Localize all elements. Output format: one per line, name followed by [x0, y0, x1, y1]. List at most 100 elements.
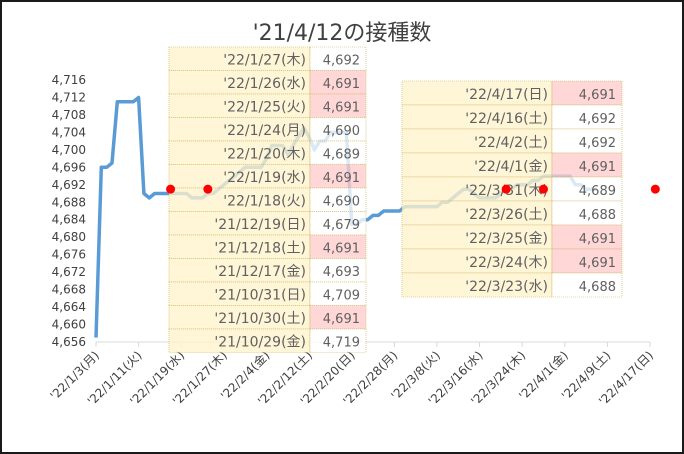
value-cell: [309, 164, 367, 189]
date-label: '22/3/23(水): [465, 279, 548, 295]
marker-point: [538, 184, 548, 194]
date-label: '22/4/17(日): [465, 87, 548, 103]
date-label: '22/1/26(水): [223, 76, 306, 92]
date-label: '22/3/26(土): [465, 207, 548, 223]
date-cell: [401, 224, 553, 250]
y-tick-label: 4,684: [52, 213, 86, 227]
y-tick-label: 4,700: [52, 143, 86, 157]
table-row: '21/10/30(土) 4,691: [168, 305, 367, 330]
value-cell: [551, 272, 623, 298]
value-label: 4,691: [323, 312, 360, 327]
y-tick-label: 4,716: [52, 73, 86, 87]
table-row: '22/3/23(水) 4,688: [401, 272, 623, 298]
date-label: '22/3/25(金): [465, 231, 548, 247]
table-row: '21/10/31(日) 4,709: [168, 281, 367, 306]
table-row: '22/3/24(木) 4,691: [401, 248, 623, 274]
marker-point: [650, 184, 660, 194]
table-row: '22/1/26(水) 4,691: [168, 70, 367, 95]
table-row: '22/1/25(火) 4,691: [168, 93, 367, 118]
value-label: 4,690: [323, 124, 360, 139]
value-label: 4,719: [323, 336, 360, 351]
value-label: 4,691: [579, 160, 616, 175]
date-label: '22/1/18(火): [223, 194, 306, 210]
value-label: 4,688: [579, 208, 616, 223]
value-label: 4,691: [579, 88, 616, 103]
table-row: '22/4/2(土) 4,692: [401, 128, 623, 154]
y-tick-label: 4,704: [52, 125, 86, 139]
table-row: '22/4/17(日) 4,691: [401, 80, 623, 106]
date-label: '22/1/27(木): [223, 53, 306, 69]
date-cell: [401, 152, 553, 178]
y-tick-label: 4,676: [52, 248, 86, 262]
value-cell: [309, 117, 367, 142]
value-cell: [551, 224, 623, 250]
y-tick-label: 4,672: [52, 265, 86, 279]
value-label: 4,692: [323, 54, 360, 69]
date-label: '21/12/17(金): [214, 264, 306, 280]
table-row: '22/1/24(月) 4,690: [168, 117, 367, 142]
value-label: 4,691: [323, 101, 360, 116]
value-label: 4,679: [323, 218, 360, 233]
y-tick-label: 4,668: [52, 283, 86, 297]
table-row: '22/4/1(金) 4,691: [401, 152, 623, 178]
marker-point: [501, 184, 511, 194]
value-label: 4,688: [579, 280, 616, 295]
date-label: '22/4/2(土): [474, 135, 548, 151]
value-cell: [309, 234, 367, 259]
value-cell: [551, 248, 623, 274]
table-right: '22/4/17(日) 4,691'22/4/16(土) 4,692'22/4/2(…: [401, 80, 623, 298]
date-cell: [401, 200, 553, 226]
date-label: '22/1/24(月): [223, 123, 306, 139]
value-cell: [309, 211, 367, 236]
value-cell: [309, 328, 367, 353]
date-label: '21/10/31(日): [214, 288, 306, 304]
table-row: '21/10/29(金) 4,719: [168, 328, 367, 353]
date-label: '21/10/30(土): [214, 311, 306, 327]
table-row: '21/12/19(日) 4,679: [168, 211, 367, 236]
value-label: 4,692: [579, 112, 616, 127]
y-tick-label: 4,664: [52, 300, 86, 314]
table-row: '21/12/17(金) 4,693: [168, 258, 367, 283]
value-label: 4,691: [323, 171, 360, 186]
value-cell: [309, 187, 367, 212]
value-label: 4,693: [323, 265, 360, 280]
date-cell: [401, 272, 553, 298]
value-cell: [551, 104, 623, 130]
date-label: '22/1/25(火): [223, 100, 306, 116]
value-cell: [551, 176, 623, 202]
y-tick-label: 4,708: [52, 108, 86, 122]
value-cell: [551, 80, 623, 106]
y-tick-label: 4,712: [52, 90, 86, 104]
date-label: '21/12/18(土): [214, 241, 306, 257]
table-row: '22/1/20(木) 4,689: [168, 140, 367, 165]
table-row: '21/12/18(土) 4,691: [168, 234, 367, 259]
y-tick-label: 4,660: [52, 318, 86, 332]
date-label: '21/10/29(金): [214, 335, 306, 351]
date-label: '22/4/1(金): [474, 159, 548, 175]
table-row: '22/3/31(木)4,689: [401, 176, 623, 202]
value-cell: [309, 140, 367, 165]
date-cell: [401, 128, 553, 154]
date-cell: [401, 176, 553, 202]
value-label: 4,691: [579, 256, 616, 271]
value-cell: [309, 281, 367, 306]
value-cell: [309, 305, 367, 330]
value-label: 4,689: [323, 148, 360, 163]
marker-point: [166, 184, 176, 194]
value-label: 4,709: [323, 289, 360, 304]
date-label: '22/1/20(木): [223, 147, 306, 163]
y-axis: 4,656 4,660 4,664 4,668 4,672 4,676 4,680 4,684…: [52, 73, 86, 349]
date-cell: [401, 80, 553, 106]
value-label: 4,690: [323, 195, 360, 210]
y-tick-label: 4,688: [52, 195, 86, 209]
date-cell: [401, 248, 553, 274]
table-row: '22/1/19(水) 4,691: [168, 164, 367, 189]
y-tick-label: 4,656: [52, 335, 86, 349]
table-row: '22/3/25(金) 4,691: [401, 224, 623, 250]
table-row: '22/3/26(土) 4,688: [401, 200, 623, 226]
y-tick-label: 4,680: [52, 230, 86, 244]
date-label: '21/12/19(日): [214, 217, 306, 233]
table-left: '22/1/27(木) 4,692'22/1/26(水) 4,691'22/1/25…: [168, 46, 367, 353]
